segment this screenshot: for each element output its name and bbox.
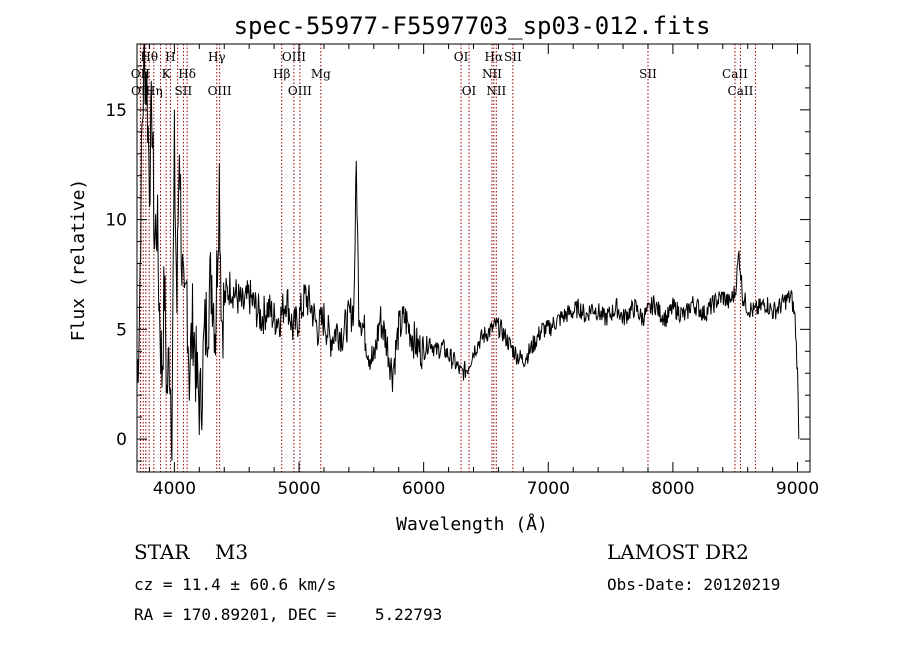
x-tick-label: 9000 bbox=[776, 479, 819, 499]
spectral-line-label: Hδ bbox=[178, 67, 196, 81]
x-axis-ticks: 4000 5000 6000 7000 8000 9000 bbox=[148, 44, 819, 499]
object-class: STAR M3 bbox=[134, 540, 249, 564]
x-tick-label: 8000 bbox=[651, 479, 694, 499]
spectral-line-label: Hβ bbox=[273, 67, 290, 81]
spectral-line-label: CaII bbox=[728, 84, 754, 98]
survey-name: LAMOST DR2 bbox=[607, 540, 749, 564]
sky-coordinates: RA = 170.89201, DEC = 5.22793 bbox=[134, 605, 443, 624]
y-tick-label: 15 bbox=[105, 101, 127, 121]
spectral-line-label: Hη bbox=[145, 84, 163, 98]
observation-date: Obs-Date: 20120219 bbox=[607, 575, 781, 594]
spectral-line-label: Mg bbox=[311, 67, 331, 81]
spectral-line-label: SII bbox=[639, 67, 657, 81]
spectral-line-label: OIII bbox=[282, 50, 306, 64]
x-tick-label: 7000 bbox=[527, 479, 570, 499]
x-tick-label: 4000 bbox=[153, 479, 196, 499]
plot-frame bbox=[136, 43, 811, 473]
redshift-velocity: cz = 11.4 ± 60.6 km/s bbox=[134, 575, 337, 594]
spectrum-line bbox=[136, 43, 800, 461]
spectral-line-label: NII bbox=[482, 67, 502, 81]
spectral-line-label: OIII bbox=[208, 84, 232, 98]
spectral-line-markers bbox=[139, 44, 756, 472]
chart-title: spec-55977-F5597703_sp03-012.fits bbox=[234, 12, 711, 40]
y-tick-label: 5 bbox=[116, 320, 127, 340]
spectral-line-label: Hγ bbox=[208, 50, 226, 64]
x-tick-label: 5000 bbox=[277, 479, 320, 499]
x-axis-label: Wavelength (Å) bbox=[396, 513, 548, 535]
spectral-line-label: H bbox=[165, 50, 175, 64]
spectral-line-label: SII bbox=[504, 50, 522, 64]
spectral-line-label: SII bbox=[175, 84, 193, 98]
spectral-line-label: CaII bbox=[722, 67, 748, 81]
spectral-line-label: Hα bbox=[485, 50, 504, 64]
spectral-line-label: OI bbox=[454, 50, 469, 64]
y-axis-label: Flux (relative) bbox=[68, 179, 89, 342]
spectral-line-label: K bbox=[162, 67, 172, 81]
y-axis-ticks: 0 5 10 15 bbox=[105, 65, 810, 462]
x-tick-label: 6000 bbox=[402, 479, 445, 499]
y-tick-label: 0 bbox=[116, 430, 127, 450]
spectral-line-label: OIII bbox=[288, 84, 312, 98]
spectral-line-label: OI bbox=[462, 84, 477, 98]
y-tick-label: 10 bbox=[105, 211, 127, 231]
spectral-line-label: NII bbox=[486, 84, 506, 98]
spectral-line-label: Hθ bbox=[140, 50, 158, 64]
